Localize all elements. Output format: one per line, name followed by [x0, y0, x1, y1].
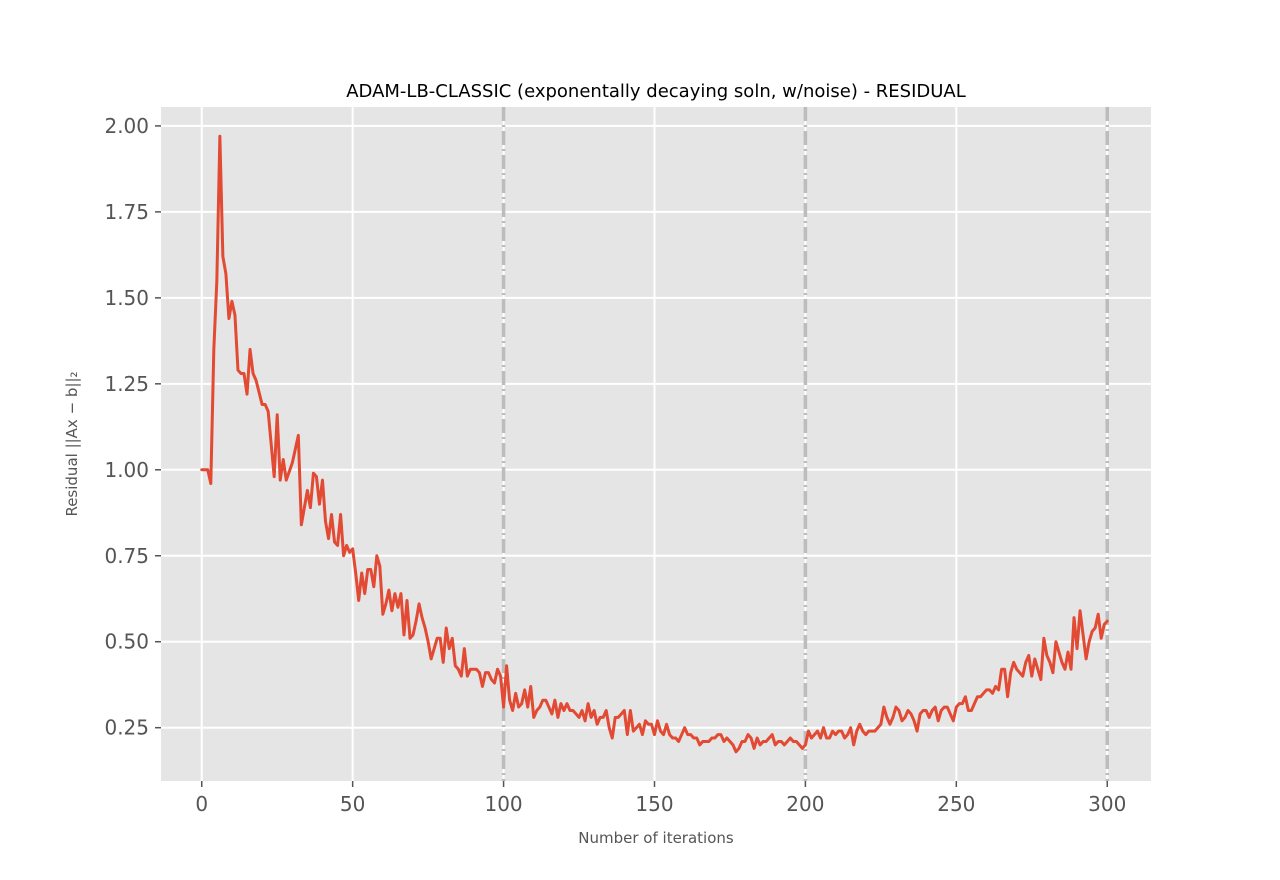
- x-tick-label: 100: [484, 792, 522, 816]
- y-axis-ticks: 0.25 0.50 0.75 1.00 1.25 1.50 1.75 2.00: [104, 114, 161, 740]
- x-tick-label: 150: [635, 792, 673, 816]
- x-tick-label: 50: [340, 792, 365, 816]
- x-axis-label: Number of iterations: [578, 829, 734, 847]
- y-tick-label: 2.00: [104, 114, 149, 138]
- y-tick-label: 1.50: [104, 286, 149, 310]
- y-tick-label: 0.50: [104, 630, 149, 654]
- residual-series-line: [200, 134, 1109, 754]
- vertical-markers: [501, 107, 1109, 781]
- y-tick-label: 1.00: [104, 458, 149, 482]
- x-tick-label: 0: [195, 792, 208, 816]
- y-axis-label: Residual ||Ax − b||₂: [63, 371, 81, 516]
- x-axis-ticks: 0 50 100 150 200 250 300: [195, 781, 1126, 816]
- x-tick-label: 250: [937, 792, 975, 816]
- y-tick-label: 1.75: [104, 200, 149, 224]
- y-tick-label: 1.25: [104, 372, 149, 396]
- plot-background: [161, 107, 1151, 781]
- chart-title: ADAM-LB-CLASSIC (exponentally decaying s…: [346, 81, 966, 102]
- x-tick-label: 300: [1088, 792, 1126, 816]
- x-tick-label: 200: [786, 792, 824, 816]
- y-tick-label: 0.25: [104, 716, 149, 740]
- y-tick-label: 0.75: [104, 544, 149, 568]
